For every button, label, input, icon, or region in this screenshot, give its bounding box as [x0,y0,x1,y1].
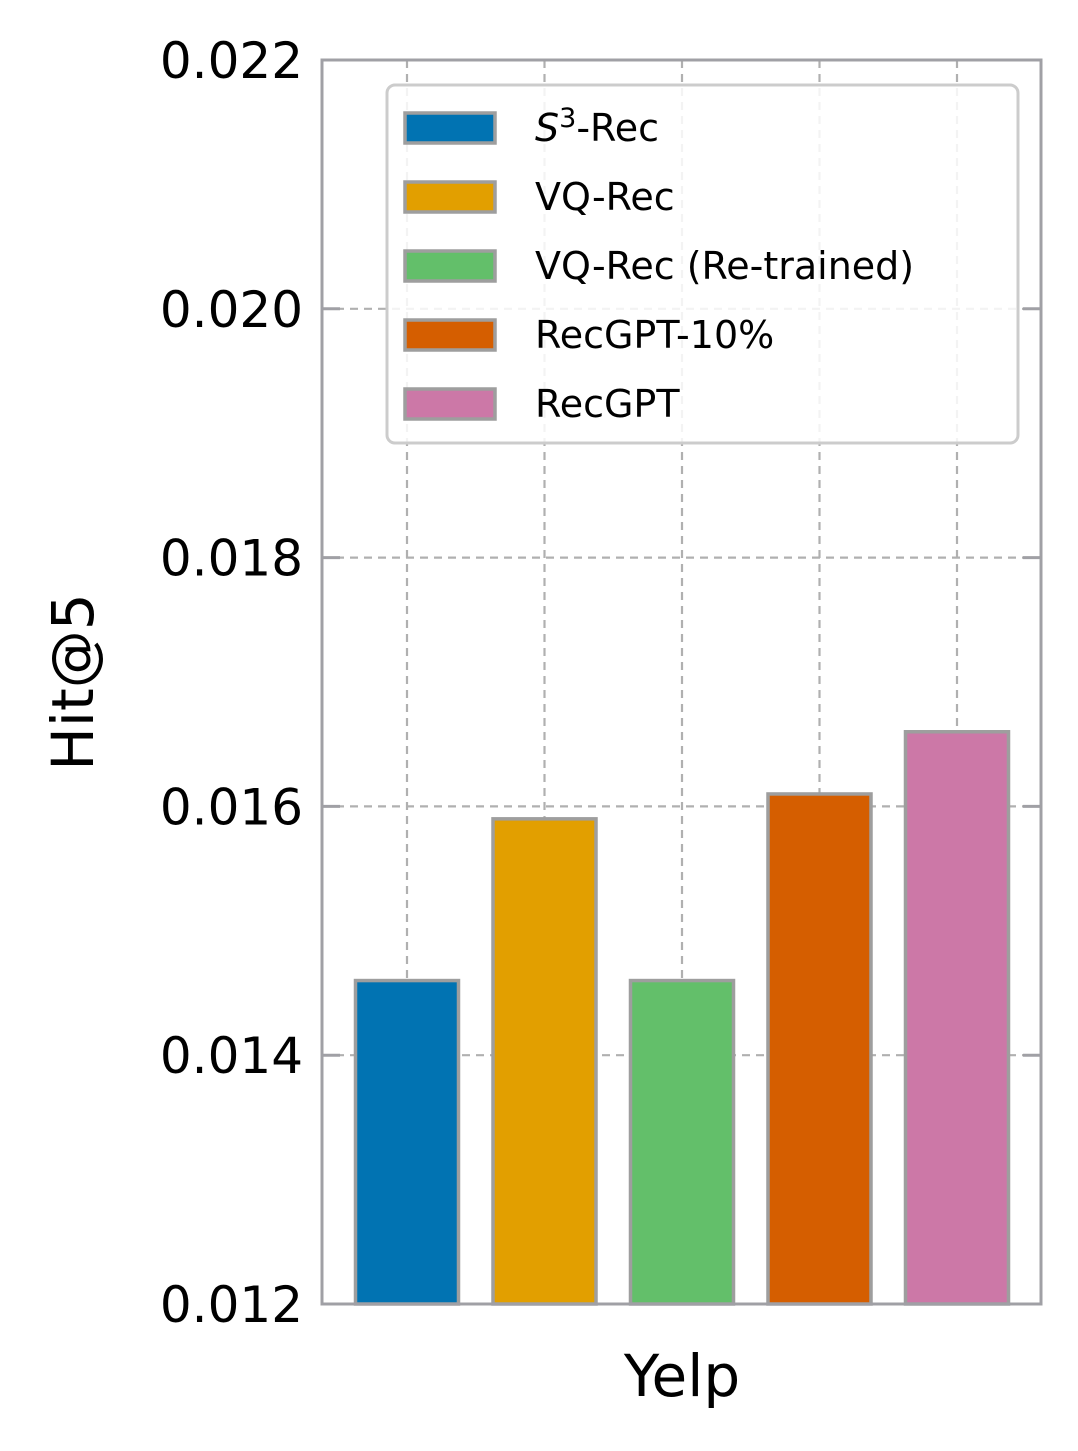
legend-label: VQ-Rec [535,175,675,219]
bar [491,817,598,1306]
legend-swatch [403,180,497,214]
y-axis-title: Hit@5 [39,593,107,770]
bars [353,730,1011,1306]
bar [903,730,1011,1306]
y-tick-label: 0.014 [160,1027,303,1085]
legend-label-superscript: 3 [559,103,576,134]
y-tick-label: 0.016 [160,778,303,836]
legend-swatch [403,387,497,421]
y-tick-label: 0.018 [160,530,303,588]
plot-frame [320,58,1043,1306]
legend-label: S3-Rec [535,103,659,150]
legend-frame [385,83,1020,445]
bar [628,978,736,1306]
legend-label-base: S [535,106,559,150]
legend: S3-Rec VQ-Rec VQ-Rec (Re-trained) RecGPT-10… [385,83,1020,445]
y-tick-label: 0.020 [160,281,303,339]
x-axis-title: Yelp [623,1342,740,1410]
y-tick-label: 0.022 [160,32,303,90]
bar [353,978,461,1306]
legend-label-rest: -Rec [576,106,659,150]
legend-swatch [403,318,497,352]
y-axis-ticks: 0.012 0.014 0.016 0.018 0.020 0.022 [160,32,1041,1334]
legend-swatch [403,249,497,283]
legend-swatch [403,111,497,145]
legend-label: RecGPT-10% [535,313,774,357]
y-tick-label: 0.012 [160,1276,303,1334]
bar [766,792,873,1306]
legend-label: RecGPT [535,382,680,426]
legend-label: VQ-Rec (Re-trained) [535,244,914,288]
